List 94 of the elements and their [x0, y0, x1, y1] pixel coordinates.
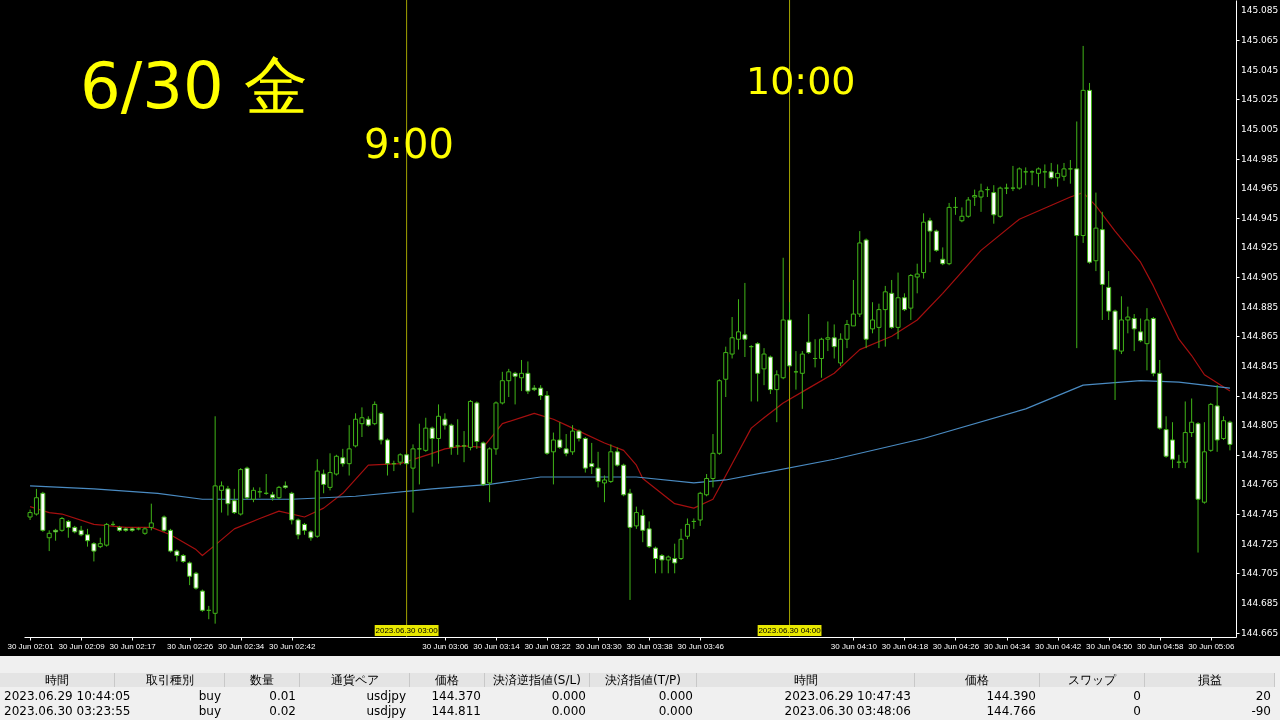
x-tick-label: 30 Jun 02:09	[58, 641, 106, 651]
text: 時間	[697, 673, 915, 687]
y-tick-label: 144.745	[1241, 509, 1279, 520]
ref-line-label: 2023.06.30 03:00	[375, 626, 439, 635]
text: 決済指値(T/P)	[590, 673, 697, 687]
candlestick	[455, 418, 461, 456]
text: スワップ	[1040, 673, 1145, 687]
y-tick-label: 145.025	[1241, 94, 1279, 105]
y-tick-label: 144.785	[1241, 449, 1279, 460]
y-tick-label: 145.065	[1241, 35, 1279, 45]
y-tick-label: 144.845	[1241, 360, 1279, 371]
x-tick-label: 30 Jun 02:26	[166, 641, 214, 651]
candlestick	[1016, 166, 1022, 191]
text: 144.766	[985, 704, 1037, 718]
candlestick	[806, 313, 812, 355]
text: 0	[1132, 704, 1142, 718]
text: usdjpy	[365, 689, 407, 703]
x-tick-label: 30 Jun 03:30	[575, 641, 623, 651]
candlestick	[46, 529, 52, 552]
text: 144.390	[985, 689, 1037, 703]
ref-line-label: 2023.06.30 04:00	[758, 626, 822, 635]
x-tick-label: 30 Jun 02:34	[218, 641, 265, 651]
text: -90	[1250, 704, 1272, 718]
y-tick-label: 144.865	[1241, 331, 1279, 342]
y-tick-label: 144.725	[1241, 538, 1279, 549]
y-tick-label: 144.925	[1241, 242, 1279, 253]
candlestick	[1010, 165, 1016, 192]
x-tick-label: 30 Jun 04:10	[830, 641, 878, 651]
annotation: 6/30 金	[80, 49, 309, 123]
text: 価格	[410, 673, 485, 687]
text: 20	[1254, 689, 1272, 703]
text: 2023.06.30 03:48:06	[783, 704, 912, 718]
x-tick-label: 30 Jun 02:17	[109, 641, 157, 651]
candlestick	[799, 350, 805, 410]
text: 0.000	[657, 704, 694, 718]
x-tick-label: 30 Jun 04:26	[932, 641, 980, 651]
text: 時間	[0, 673, 115, 687]
text: 144.370	[430, 689, 482, 703]
text: 2023.06.30 03:23:55	[3, 704, 131, 718]
text: 144.811	[430, 704, 482, 718]
y-tick-label: 145.005	[1241, 123, 1279, 134]
y-tick-label: 144.965	[1241, 183, 1279, 194]
y-tick-label: 144.905	[1241, 272, 1279, 283]
x-tick-label: 30 Jun 04:42	[1034, 641, 1082, 651]
text: 2023.06.29 10:44:05	[3, 689, 131, 703]
text: 通貨ペア	[300, 673, 410, 687]
x-tick-label: 30 Jun 02:01	[7, 641, 55, 651]
text: 0.000	[550, 704, 587, 718]
y-tick-label: 144.985	[1241, 153, 1279, 164]
text: buy	[198, 704, 221, 718]
line-series	[29, 191, 1231, 557]
text: 0	[1132, 689, 1142, 703]
text: 価格	[915, 673, 1040, 687]
candlestick	[914, 263, 920, 294]
line-series	[29, 380, 1231, 500]
text: 2023.06.29 10:47:43	[783, 689, 912, 703]
candlestick	[346, 424, 352, 477]
x-tick-label: 30 Jun 04:34	[983, 641, 1031, 651]
x-tick-label: 30 Jun 04:50	[1086, 641, 1133, 651]
y-tick-label: 144.885	[1241, 301, 1279, 312]
text: 損益	[1145, 673, 1275, 687]
candlestick	[991, 184, 997, 225]
text: 決済逆指値(S/L)	[485, 673, 590, 687]
x-tick-label: 30 Jun 03:46	[677, 641, 725, 651]
y-tick-label: 144.805	[1241, 420, 1279, 431]
y-tick-label: 144.825	[1241, 390, 1279, 401]
y-tick-label: 144.945	[1241, 212, 1279, 223]
x-tick-label: 30 Jun 04:18	[881, 641, 929, 651]
text: 0.02	[268, 704, 297, 718]
text: 0.000	[550, 689, 587, 703]
candlestick	[684, 517, 690, 540]
text: 数量	[225, 673, 300, 687]
x-tick-label: 30 Jun 03:14	[473, 641, 521, 651]
x-tick-label: 30 Jun 03:06	[422, 641, 470, 651]
x-tick-label: 30 Jun 05:06	[1188, 641, 1235, 651]
y-tick-label: 144.685	[1241, 597, 1279, 608]
candlestick	[1131, 313, 1137, 352]
text: 0.000	[657, 689, 694, 703]
y-tick-label: 145.085	[1241, 5, 1279, 16]
y-tick-label: 144.705	[1241, 568, 1279, 579]
x-tick-label: 30 Jun 03:38	[626, 641, 674, 651]
text: buy	[198, 689, 221, 703]
y-tick-label: 145.045	[1241, 64, 1279, 75]
candlestick	[461, 430, 467, 463]
x-tick-label: 30 Jun 03:22	[524, 641, 572, 651]
candlestick	[148, 503, 154, 531]
y-tick-label: 144.665	[1241, 627, 1279, 638]
x-tick-label: 30 Jun 04:58	[1137, 641, 1184, 651]
candlestick	[1035, 166, 1041, 188]
text: 0.01	[268, 689, 297, 703]
y-tick-label: 144.765	[1241, 479, 1279, 490]
text: 取引種別	[115, 673, 225, 687]
x-tick-label: 30 Jun 02:42	[269, 641, 316, 651]
text: usdjpy	[365, 704, 407, 718]
